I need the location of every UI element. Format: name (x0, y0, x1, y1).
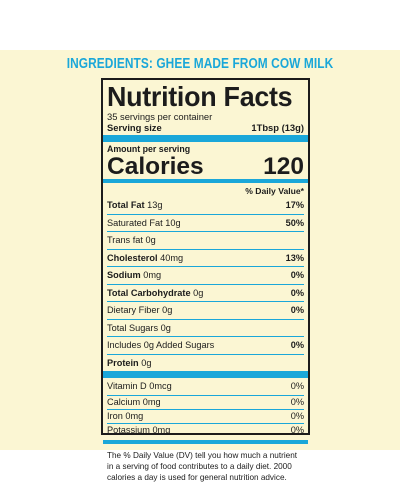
vitamin-row: Potassium 0mg 0% (107, 422, 304, 437)
ingredients-line: INGREDIENTS: GHEE MADE FROM COW MILK (66, 56, 334, 72)
nutrient-row: Total Carbohydrate 0g 0% (107, 283, 304, 302)
nutrient-amount: 0mg (140, 270, 162, 281)
vitamin-name: Vitamin D 0mcg (107, 381, 172, 392)
calories-row: Calories 120 (107, 153, 304, 180)
nutrient-pct: 0% (290, 305, 304, 316)
serving-size-row: Serving size 1Tbsp (13g) (107, 122, 304, 133)
nutrient-row: Sodium 0mg 0% (107, 266, 304, 284)
calories-label: Calories (107, 153, 204, 180)
vitamin-pct: 0% (290, 397, 304, 407)
serving-size-value: 1Tbsp (13g) (251, 122, 304, 133)
serving-size-label: Serving size (107, 122, 162, 133)
nutrient-bold-name: Total Carbohydrate (107, 287, 191, 298)
nutrient-amount: 40mg (157, 252, 184, 263)
divider-mid (103, 179, 308, 183)
nutrition-facts-panel: Nutrition Facts 35 servings per containe… (101, 78, 310, 482)
nutrient-amount: Includes 0g Added Sugars (107, 340, 215, 351)
label-background (0, 50, 400, 450)
amount-per-serving: Amount per serving (107, 144, 191, 154)
vitamin-row: Iron 0mg 0% (107, 408, 304, 423)
nutrient-pct: 0% (290, 287, 304, 298)
nutrient-row: Total Fat 13g 17% (107, 197, 304, 214)
nutrient-pct: 0% (290, 270, 304, 281)
nutrient-amount: Saturated Fat 10g (107, 217, 181, 228)
nutrient-row: Includes 0g Added Sugars 0% (107, 336, 304, 354)
vitamin-name: Potassium 0mg (107, 425, 171, 435)
vitamin-pct: 0% (290, 425, 304, 435)
divider-thick (103, 135, 308, 142)
vitamin-row: Vitamin D 0mcg 0% (107, 378, 304, 395)
nutrient-amount: Trans fat 0g (107, 235, 156, 246)
divider-thick (103, 371, 308, 378)
nutrient-list: Total Fat 13g 17% Saturated Fat 10g 50% … (107, 197, 304, 371)
vitamin-pct: 0% (290, 411, 304, 421)
nutrient-amount: 0g (190, 287, 204, 298)
divider-mid (103, 439, 308, 444)
nutrient-amount: Total Sugars 0g (107, 322, 171, 333)
nutrient-row: Protein 0g (107, 353, 304, 372)
nutrient-row: Trans fat 0g (107, 231, 304, 249)
nutrient-amount: 13g (144, 200, 163, 211)
nutrient-row: Saturated Fat 10g 50% (107, 213, 304, 232)
vitamin-row: Calcium 0mg 0% (107, 394, 304, 409)
calories-value: 120 (263, 153, 304, 180)
daily-value-footnote: The % Daily Value (DV) tell you how much… (107, 450, 298, 482)
vitamin-name: Calcium 0mg (107, 397, 161, 407)
vitamin-name: Iron 0mg (107, 411, 144, 421)
nutrient-pct: 50% (285, 217, 304, 228)
vitamin-list: Vitamin D 0mcg 0% Calcium 0mg 0% Iron 0m… (107, 378, 304, 437)
nutrient-amount: 0g (138, 357, 152, 368)
nutrient-row: Total Sugars 0g (107, 318, 304, 337)
nutrient-bold-name: Sodium (107, 270, 141, 281)
nutrient-row: Cholesterol 40mg 13% (107, 248, 304, 267)
servings-per-container: 35 servings per container (107, 111, 213, 122)
vitamin-pct: 0% (290, 381, 304, 392)
nutrient-pct: 13% (285, 252, 304, 263)
nutrient-row: Dietary Fiber 0g 0% (107, 301, 304, 319)
nutrient-bold-name: Protein (107, 357, 139, 368)
nutrient-pct: 17% (285, 200, 304, 211)
nutrient-bold-name: Cholesterol (107, 252, 158, 263)
nutrient-bold-name: Total Fat (107, 200, 145, 211)
nutrient-pct: 0% (290, 340, 304, 351)
daily-value-header: % Daily Value* (245, 186, 304, 196)
nutrient-amount: Dietary Fiber 0g (107, 305, 173, 316)
panel-title: Nutrition Facts (107, 81, 293, 112)
